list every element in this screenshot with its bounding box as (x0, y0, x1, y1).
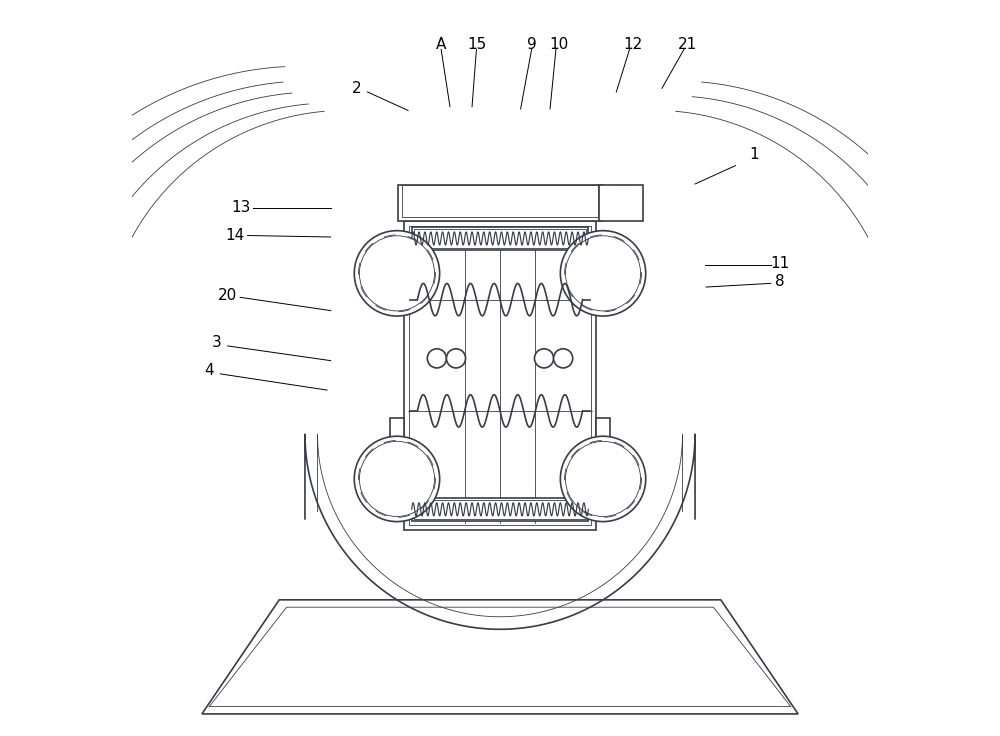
Circle shape (354, 230, 440, 316)
Bar (390, 250, 404, 294)
Text: 8: 8 (775, 274, 784, 289)
Text: 9: 9 (527, 37, 537, 52)
Circle shape (554, 349, 573, 368)
Text: 1: 1 (749, 147, 759, 162)
Bar (596, 418, 610, 462)
Bar (412, 227, 588, 250)
Text: 10: 10 (549, 37, 569, 52)
Text: A: A (436, 37, 446, 52)
Text: 3: 3 (212, 335, 222, 350)
Bar (398, 185, 602, 221)
Circle shape (534, 349, 554, 368)
Text: 12: 12 (623, 37, 642, 52)
Bar (409, 226, 591, 525)
Bar (390, 418, 404, 462)
Text: 4: 4 (204, 363, 214, 378)
Text: 14: 14 (225, 228, 245, 243)
Text: 21: 21 (678, 37, 697, 52)
Text: 2: 2 (352, 81, 361, 96)
Text: 15: 15 (467, 37, 486, 52)
Bar (402, 185, 598, 217)
Circle shape (446, 349, 466, 368)
Bar (414, 500, 586, 519)
Text: 20: 20 (218, 289, 237, 303)
Circle shape (427, 349, 446, 368)
Circle shape (560, 230, 646, 316)
Bar (596, 250, 610, 294)
Text: 13: 13 (231, 200, 251, 215)
Bar (412, 498, 588, 521)
Bar (599, 185, 643, 221)
Circle shape (560, 436, 646, 522)
Bar (404, 221, 596, 530)
Circle shape (354, 436, 440, 522)
Text: 11: 11 (770, 256, 789, 271)
Bar (414, 229, 586, 248)
Polygon shape (202, 600, 798, 714)
